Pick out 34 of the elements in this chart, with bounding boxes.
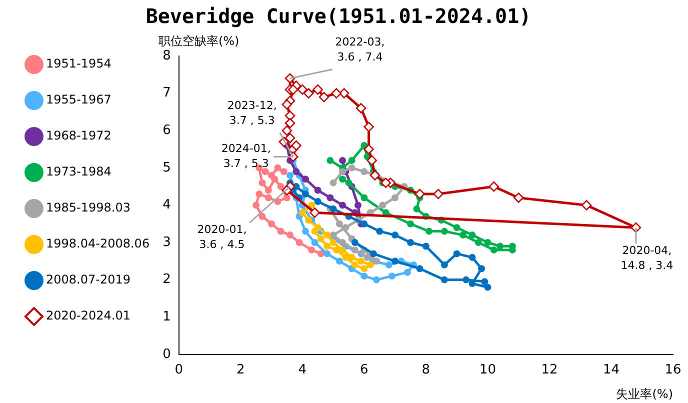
chart-title: Beveridge Curve(1951.01-2024.01) [146, 4, 532, 28]
y-tick-label: 2 [162, 272, 171, 288]
annotation: 2024-01, 3.7 , 5.3 [221, 142, 271, 170]
legend-label: 1985-1998.03 [46, 200, 130, 215]
x-tick-label: 2 [236, 362, 245, 378]
x-tick-label: 14 [602, 362, 620, 378]
y-tick-label: 1 [162, 309, 171, 324]
legend-label: 1968-1972 [46, 128, 112, 143]
annotation: 2020-04, 14.8 , 3.4 [620, 244, 674, 272]
annotation: 2020-01, 3.6 , 4.5 [197, 222, 247, 251]
legend-label: 1998.04-2008.06 [46, 236, 150, 251]
annotation: 2023-12, 3.7 , 5.3 [227, 99, 277, 128]
y-tick-label: 8 [162, 48, 171, 64]
legend-label: 2020-2024.01 [46, 308, 130, 323]
x-tick-label: 4 [298, 362, 307, 378]
legend-label: 1973-1984 [46, 164, 112, 179]
x-tick-label: 10 [479, 362, 496, 378]
y-tick-label: 6 [162, 122, 171, 138]
x-tick-label: 16 [664, 362, 682, 378]
y-tick-label: 7 [162, 86, 171, 101]
legend-label: 1951-1954 [46, 56, 112, 71]
y-tick-label: 5 [162, 160, 171, 176]
legend-label: 2008.07-2019 [46, 272, 130, 287]
legend-label: 1955-1967 [46, 92, 112, 107]
x-tick-label: 6 [360, 362, 368, 378]
y-tick-label: 3 [162, 234, 171, 250]
y-tick-label: 4 [162, 198, 171, 213]
x-tick-label: 12 [541, 362, 558, 378]
y-axis-title: 职位空缺率(%) [158, 34, 240, 48]
x-axis-title: 失业率(%) [616, 387, 673, 402]
x-tick-label: 8 [422, 362, 430, 378]
x-tick-label: 0 [174, 362, 183, 378]
annotation: 2022-03, 3.6 , 7.4 [335, 36, 385, 64]
y-tick-label: 0 [162, 346, 171, 362]
